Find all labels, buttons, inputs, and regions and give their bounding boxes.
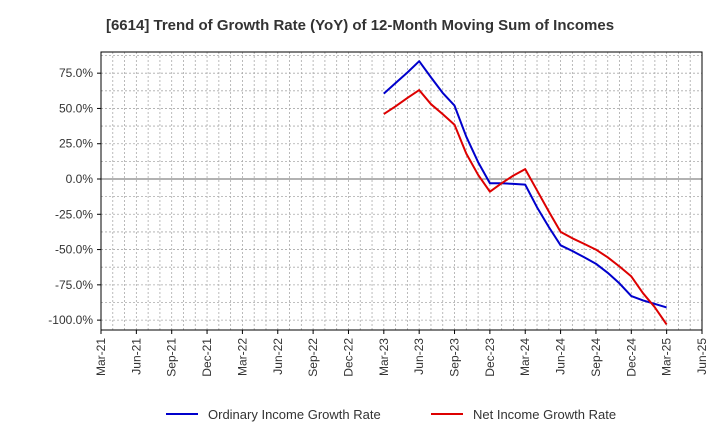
y-tick-label: 0.0% [66, 172, 94, 186]
y-tick-label: -25.0% [55, 207, 93, 221]
x-tick-label: Sep-21 [165, 338, 179, 377]
x-tick-label: Jun-21 [129, 338, 143, 375]
plot-border [100, 51, 703, 331]
y-tick-label: 75.0% [59, 66, 93, 80]
x-tick-label: Dec-21 [200, 338, 214, 377]
series-line-1 [383, 89, 668, 325]
legend-label-net: Net Income Growth Rate [473, 407, 616, 422]
x-tick-label: Mar-21 [94, 338, 108, 376]
x-tick-label: Mar-22 [235, 338, 249, 376]
x-tick-label: Mar-23 [377, 338, 391, 376]
grid-horizontal [101, 55, 702, 321]
chart-title: [6614] Trend of Growth Rate (YoY) of 12-… [106, 17, 614, 34]
y-tick-label: 25.0% [59, 137, 93, 151]
y-tick-label: -50.0% [55, 243, 93, 257]
legend-label-ordinary: Ordinary Income Growth Rate [208, 407, 381, 422]
x-tick-label: Dec-22 [341, 338, 355, 377]
series-line-0 [383, 60, 667, 309]
x-tick-label: Jun-22 [271, 338, 285, 375]
x-tick-label: Sep-22 [306, 338, 320, 377]
y-tick-label: 50.0% [59, 101, 93, 115]
y-tick-label: -75.0% [55, 278, 93, 292]
x-tick-label: Dec-23 [483, 338, 497, 377]
x-tick-label: Sep-24 [589, 338, 603, 377]
y-tick-label: -100.0% [48, 313, 93, 327]
x-tick-label: Mar-25 [660, 338, 674, 376]
legend: Ordinary Income Growth Rate Net Income G… [166, 407, 616, 422]
series-lines [383, 60, 668, 325]
x-tick-label: Jun-25 [695, 338, 709, 375]
x-tick-label: Sep-23 [448, 338, 462, 377]
x-tick-label: Jun-24 [554, 338, 568, 375]
x-tick-label: Dec-24 [624, 338, 638, 377]
plot-area [101, 52, 702, 330]
x-tick-label: Jun-23 [412, 338, 426, 375]
x-axis-ticks: Mar-21 Jun-21 Sep-21 Dec-21 Mar-22 Jun-22 Sep-… [94, 330, 709, 377]
x-tick-label: Mar-24 [518, 338, 532, 376]
y-axis-ticks: 75.0% 50.0% 25.0% 0.0% -25.0% -50.0% -75.0% -10… [48, 66, 101, 327]
